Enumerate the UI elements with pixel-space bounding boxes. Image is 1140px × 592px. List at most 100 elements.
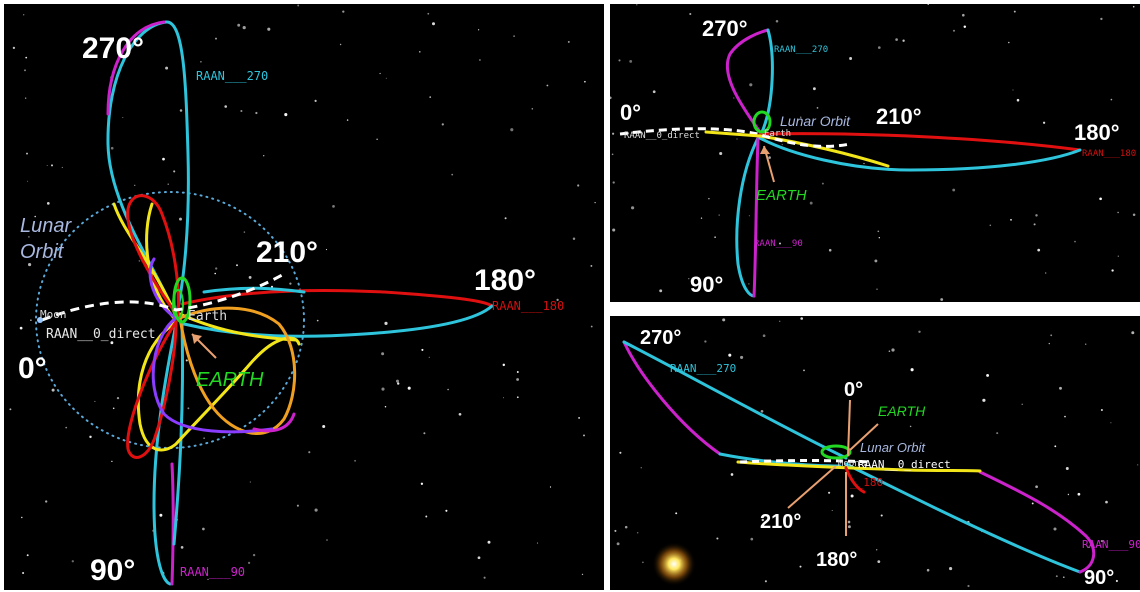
star: [322, 424, 326, 429]
star: [831, 509, 833, 512]
star: [207, 578, 209, 580]
star: [1035, 485, 1038, 489]
star: [828, 491, 831, 494]
star: [297, 4, 300, 7]
star: [487, 540, 491, 544]
star: [1042, 121, 1046, 124]
star: [847, 525, 851, 529]
star: [26, 554, 29, 557]
star: [716, 537, 719, 540]
star: [708, 197, 710, 200]
star: [165, 66, 169, 70]
star: [778, 242, 782, 245]
star: [65, 426, 68, 429]
star: [583, 434, 585, 437]
angle-90-label: 90°: [690, 272, 723, 297]
star: [1084, 343, 1087, 345]
star: [864, 463, 867, 467]
star: [891, 348, 895, 352]
earth-label: EARTH: [756, 187, 807, 204]
orbit-raan-180-return: [758, 136, 1082, 172]
raan-180-label: RAAN___180: [1082, 149, 1136, 159]
star: [1062, 576, 1065, 579]
star: [760, 409, 764, 413]
star: [952, 188, 956, 192]
star: [800, 317, 804, 320]
star: [688, 278, 690, 280]
star: [112, 407, 115, 410]
star: [629, 59, 633, 63]
star: [284, 113, 288, 117]
star: [516, 371, 519, 373]
star: [1045, 272, 1047, 274]
angle-180-label: 180°: [474, 264, 536, 297]
star: [614, 529, 617, 532]
star: [1117, 211, 1119, 214]
angle-0-label: 0°: [844, 379, 863, 401]
star: [346, 119, 349, 121]
star: [762, 334, 766, 338]
star: [642, 561, 644, 564]
orbit-diagram-main: 270° 210° 180° 0° 90° RAAN___270 RAAN___…: [18, 20, 564, 587]
star: [761, 518, 765, 522]
star: [240, 109, 243, 113]
star: [384, 405, 387, 408]
star: [768, 156, 771, 159]
star: [202, 527, 205, 531]
star: [339, 43, 342, 46]
star: [267, 27, 271, 31]
star: [982, 398, 986, 402]
angle-210-label: 210°: [760, 511, 801, 533]
star: [22, 571, 25, 575]
star: [781, 143, 783, 146]
star: [874, 259, 878, 263]
star: [51, 388, 55, 392]
star: [248, 275, 252, 279]
star: [612, 228, 616, 232]
star: [733, 97, 735, 99]
star: [427, 12, 430, 15]
star: [381, 352, 385, 356]
star: [407, 386, 411, 390]
star: [826, 118, 828, 120]
angle-0-label: 0°: [620, 100, 641, 125]
star: [419, 51, 421, 53]
star: [1059, 386, 1062, 390]
star: [61, 166, 63, 169]
star: [134, 184, 136, 186]
star: [1035, 214, 1038, 217]
star: [1053, 527, 1057, 531]
orbit-raan-90-magenta: [978, 470, 1096, 574]
orbit-raan-270-cyan: [760, 28, 774, 134]
angle-90-label: 90°: [1084, 567, 1114, 589]
star: [611, 153, 614, 156]
earth-pointer-arrow: [849, 423, 879, 451]
star: [1067, 493, 1070, 496]
star: [631, 206, 635, 210]
angle-270-label: 270°: [702, 16, 748, 41]
star: [200, 60, 202, 63]
star: [1105, 500, 1108, 504]
star: [803, 369, 805, 372]
raan-270-label: RAAN___270: [196, 69, 268, 83]
raan-270-label: RAAN___270: [670, 362, 736, 375]
earth-label: EARTH: [196, 369, 264, 391]
star: [71, 560, 74, 563]
star: [1010, 218, 1012, 221]
raan-180-label: __180: [850, 476, 883, 489]
star: [572, 237, 576, 240]
star: [590, 264, 593, 267]
raan-180-label: RAAN___180: [492, 299, 564, 313]
star: [888, 350, 891, 352]
star: [1037, 248, 1041, 252]
starfield: [610, 4, 1136, 301]
star: [895, 38, 898, 41]
star: [441, 123, 444, 126]
star: [722, 318, 726, 322]
star: [1132, 213, 1136, 217]
star: [26, 152, 28, 155]
star: [110, 146, 114, 150]
orbit-orange: [178, 306, 297, 435]
orbit-raan-270-arc: [106, 20, 166, 116]
star: [1077, 492, 1081, 496]
